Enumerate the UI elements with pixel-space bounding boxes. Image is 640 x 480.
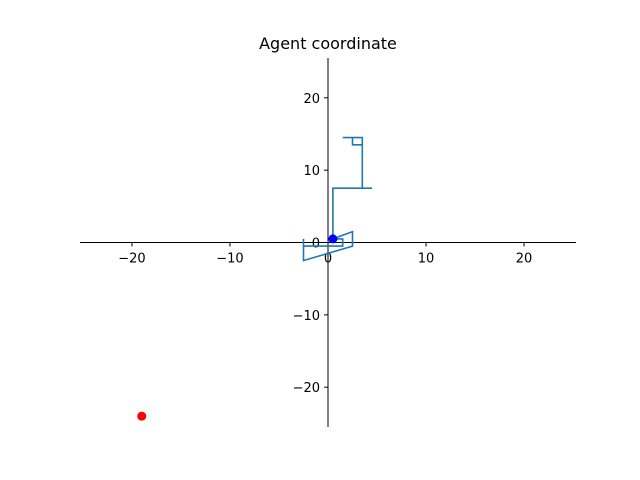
- x-tick-label: −10: [216, 252, 243, 267]
- y-tick-label: −10: [293, 309, 320, 324]
- x-tick-label: −20: [118, 252, 145, 267]
- series-layer: [302, 136, 373, 262]
- agent-position-point: [328, 234, 338, 244]
- x-tick-label: 0: [324, 252, 332, 267]
- y-tick-label: 0: [312, 237, 320, 252]
- chart-title: Agent coordinate: [259, 34, 397, 53]
- y-tick-label: −20: [293, 381, 320, 396]
- agent-path-line: [302, 136, 373, 262]
- axes: −20 −10 0 10 20 −20 −10 0 10 20: [80, 58, 576, 427]
- y-tick-label: 20: [303, 92, 320, 107]
- y-tick-label: 10: [303, 164, 320, 179]
- target-point: [137, 411, 147, 421]
- x-tick-label: 10: [418, 252, 435, 267]
- points-layer: [137, 234, 338, 421]
- x-tick-label: 20: [516, 252, 533, 267]
